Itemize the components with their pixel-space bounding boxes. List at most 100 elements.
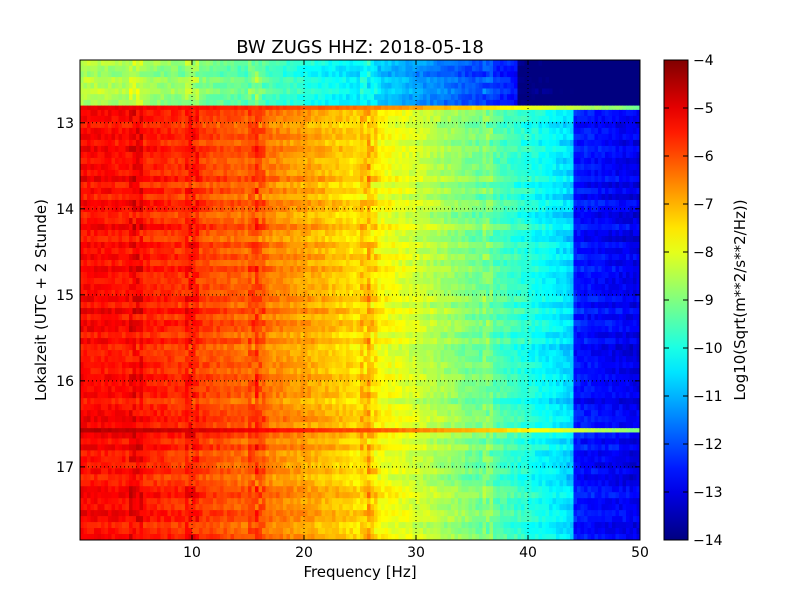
heatmap-cell: [381, 127, 386, 135]
heatmap-cell: [416, 145, 421, 153]
heatmap-cell: [234, 187, 239, 195]
heatmap-cell: [472, 71, 477, 78]
heatmap-cell: [234, 139, 239, 147]
heatmap-cell: [538, 187, 543, 195]
heatmap-cell: [633, 193, 638, 201]
heatmap-cell: [388, 236, 393, 243]
heatmap-cell: [426, 145, 431, 153]
heatmap-cell: [503, 236, 508, 243]
heatmap-cell: [230, 193, 235, 201]
heatmap-cell: [171, 181, 176, 189]
heatmap-cell: [444, 236, 449, 243]
heatmap-cell: [451, 121, 456, 129]
heatmap-cell: [272, 99, 277, 107]
heatmap-cell: [360, 65, 365, 72]
heatmap-cell: [570, 193, 575, 201]
heatmap-cell: [132, 88, 137, 95]
heatmap-cell: [514, 105, 519, 111]
heatmap-cell: [101, 199, 106, 207]
heatmap-cell: [202, 169, 207, 177]
heatmap-cell: [83, 230, 88, 237]
heatmap-cell: [318, 127, 323, 135]
heatmap-cell: [262, 211, 267, 219]
heatmap-cell: [461, 163, 466, 171]
heatmap-cell: [381, 175, 386, 183]
heatmap-cell: [332, 236, 337, 243]
heatmap-cell: [125, 105, 130, 111]
heatmap-cell: [587, 127, 592, 135]
heatmap-cell: [437, 105, 442, 111]
heatmap-cell: [482, 82, 487, 90]
heatmap-cell: [535, 175, 540, 183]
heatmap-cell: [475, 151, 480, 159]
heatmap-cell: [290, 109, 295, 117]
heatmap-cell: [528, 115, 533, 123]
heatmap-cell: [517, 105, 522, 111]
heatmap-cell: [202, 88, 207, 95]
heatmap-cell: [447, 82, 452, 90]
heatmap-cell: [111, 133, 116, 141]
heatmap-cell: [146, 145, 151, 153]
heatmap-cell: [167, 133, 172, 141]
heatmap-cell: [265, 217, 270, 225]
heatmap-cell: [440, 223, 445, 231]
heatmap-cell: [360, 133, 365, 141]
heatmap-cell: [629, 193, 634, 201]
heatmap-cell: [139, 187, 144, 195]
heatmap-cell: [605, 169, 610, 177]
heatmap-cell: [143, 242, 148, 249]
heatmap-cell: [398, 105, 403, 111]
heatmap-cell: [409, 199, 414, 207]
heatmap-cell: [230, 230, 235, 237]
heatmap-cell: [507, 199, 512, 207]
heatmap-cell: [174, 193, 179, 201]
heatmap-cell: [258, 121, 263, 129]
heatmap-cell: [636, 60, 640, 67]
heatmap-cell: [195, 217, 200, 225]
heatmap-cell: [90, 163, 95, 171]
heatmap-cell: [125, 82, 130, 90]
heatmap-cell: [283, 187, 288, 195]
heatmap-cell: [591, 109, 596, 117]
heatmap-cell: [115, 133, 120, 141]
heatmap-cell: [290, 230, 295, 237]
heatmap-cell: [216, 82, 221, 90]
heatmap-cell: [265, 193, 270, 201]
heatmap-cell: [104, 77, 109, 84]
heatmap-cell: [181, 181, 186, 189]
heatmap-cell: [517, 145, 522, 153]
heatmap-cell: [587, 223, 592, 231]
heatmap-cell: [622, 211, 627, 219]
heatmap-cell: [395, 127, 400, 135]
heatmap-cell: [440, 205, 445, 213]
heatmap-cell: [209, 163, 214, 171]
heatmap-cell: [146, 94, 151, 101]
heatmap-cell: [587, 60, 592, 67]
heatmap-cell: [335, 145, 340, 153]
heatmap-cell: [262, 139, 267, 147]
heatmap-cell: [566, 187, 571, 195]
heatmap-cell: [608, 181, 613, 189]
heatmap-cell: [237, 175, 242, 183]
heatmap-cell: [489, 217, 494, 225]
heatmap-cell: [307, 217, 312, 225]
heatmap-cell: [507, 99, 512, 107]
heatmap-cell: [633, 121, 638, 129]
heatmap-cell: [395, 99, 400, 107]
heatmap-cell: [150, 115, 155, 123]
heatmap-cell: [458, 193, 463, 201]
heatmap-cell: [468, 88, 473, 95]
heatmap-cell: [622, 236, 627, 243]
heatmap-cell: [503, 157, 508, 165]
heatmap-cell: [321, 60, 326, 67]
heatmap-cell: [437, 163, 442, 171]
heatmap-cell: [321, 181, 326, 189]
heatmap-cell: [255, 157, 260, 165]
heatmap-cell: [230, 115, 235, 123]
heatmap-cell: [482, 163, 487, 171]
heatmap-cell: [216, 236, 221, 243]
heatmap-cell: [510, 115, 515, 123]
heatmap-cell: [447, 109, 452, 117]
heatmap-cell: [384, 82, 389, 90]
heatmap-cell: [577, 65, 582, 72]
